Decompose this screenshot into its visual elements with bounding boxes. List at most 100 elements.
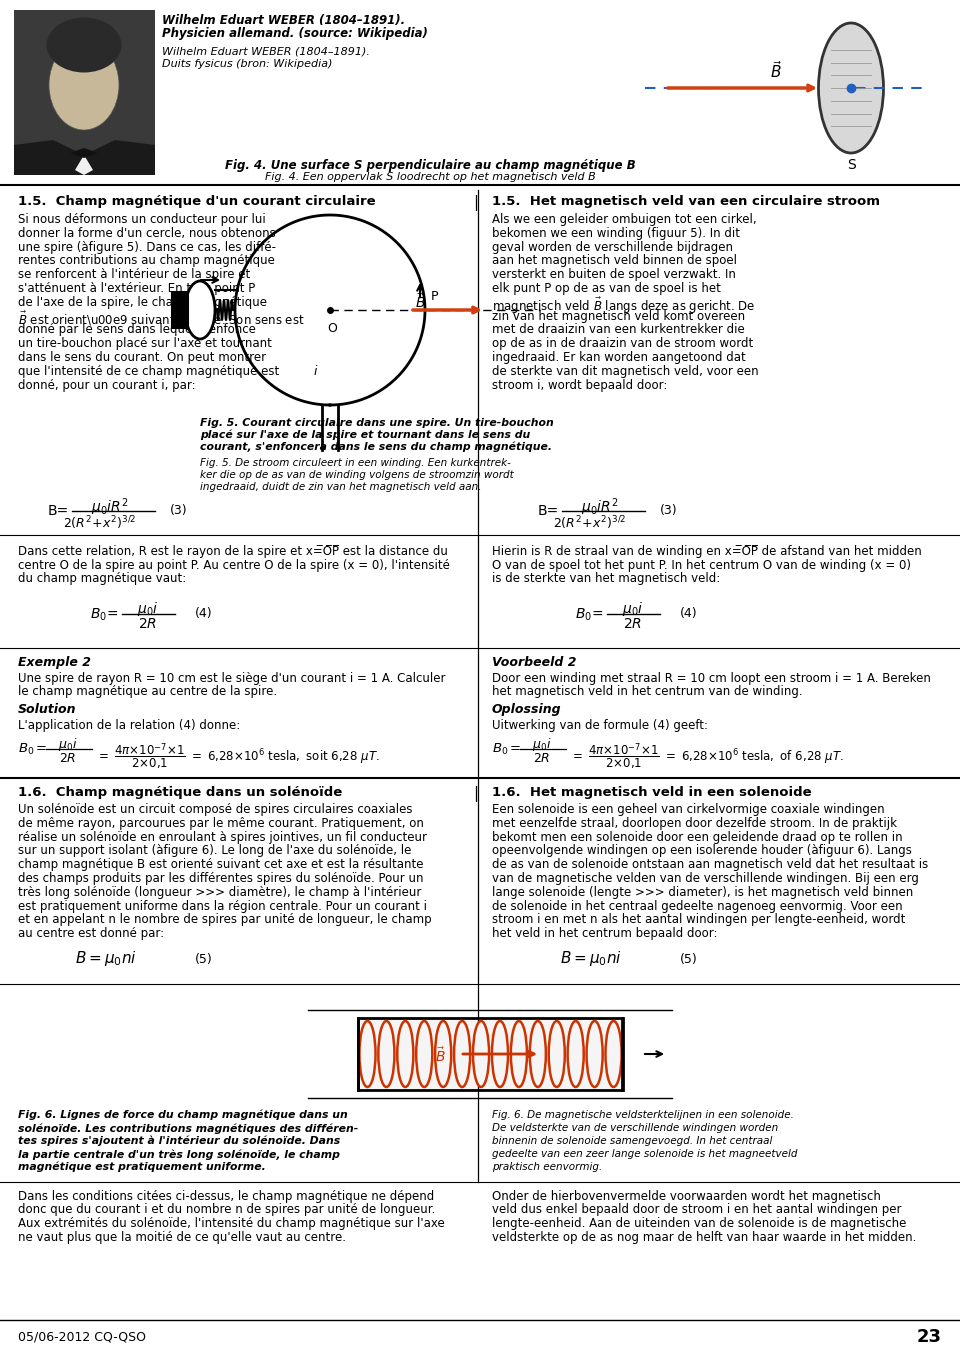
Bar: [172, 292, 188, 329]
Text: (3): (3): [660, 504, 678, 517]
Text: donné par le sens dans lequel s'enfonce: donné par le sens dans lequel s'enfonce: [18, 323, 256, 337]
Text: Exemple 2: Exemple 2: [18, 656, 91, 669]
Bar: [14, 10, 155, 175]
Text: placé sur l'axe de la spire et tournant dans le sens du: placé sur l'axe de la spire et tournant …: [200, 430, 530, 440]
Text: (5): (5): [195, 953, 213, 966]
Ellipse shape: [417, 1021, 432, 1086]
Text: $=\ \dfrac{4\pi{\times}10^{-7}{\times}1}{2{\times}0{,}1}\ =\ 6{,}28{\times}10^6\: $=\ \dfrac{4\pi{\times}10^{-7}{\times}1}…: [570, 741, 844, 773]
Text: Solution: Solution: [18, 703, 77, 716]
Text: (3): (3): [170, 504, 187, 517]
Text: s'atténuent à l'extérieur. En tout point P: s'atténuent à l'extérieur. En tout point…: [18, 282, 255, 295]
Text: praktisch eenvormig.: praktisch eenvormig.: [492, 1162, 602, 1172]
Text: $2R$: $2R$: [623, 617, 642, 631]
Text: $2R$: $2R$: [60, 752, 77, 765]
Text: gedeelte van een zeer lange solenoide is het magneetveld: gedeelte van een zeer lange solenoide is…: [492, 1149, 798, 1158]
Text: courant, s'enfoncera dans le sens du champ magnétique.: courant, s'enfoncera dans le sens du cha…: [200, 441, 552, 452]
Ellipse shape: [359, 1021, 375, 1086]
Text: $2(R^2\!+\!x^2)^{3/2}$: $2(R^2\!+\!x^2)^{3/2}$: [63, 513, 136, 531]
Text: Un solénoïde est un circuit composé de spires circulaires coaxiales: Un solénoïde est un circuit composé de s…: [18, 803, 413, 816]
Text: op de as in de draaizin van de stroom wordt: op de as in de draaizin van de stroom wo…: [492, 337, 754, 350]
Text: De veldsterkte van de verschillende windingen worden: De veldsterkte van de verschillende wind…: [492, 1123, 779, 1133]
Text: magnetisch veld $\vec{B}$ langs deze as gericht. De: magnetisch veld $\vec{B}$ langs deze as …: [492, 296, 756, 316]
Text: $\mu_0 i$: $\mu_0 i$: [622, 600, 644, 618]
Text: centre O de la spire au point P. Au centre O de la spire (x = 0), l'intensité: centre O de la spire au point P. Au cent…: [18, 558, 450, 572]
Ellipse shape: [397, 1021, 414, 1086]
Text: Wilhelm Eduart WEBER (1804–1891).: Wilhelm Eduart WEBER (1804–1891).: [162, 46, 370, 56]
Text: met de draaizin van een kurkentrekker die: met de draaizin van een kurkentrekker di…: [492, 323, 745, 337]
Text: B=: B=: [538, 504, 560, 517]
Ellipse shape: [549, 1021, 564, 1086]
Bar: [14, 10, 155, 175]
Text: $=\ \dfrac{4\pi{\times}10^{-7}{\times}1}{2{\times}0{,}1}\ =\ 6{,}28{\times}10^6\: $=\ \dfrac{4\pi{\times}10^{-7}{\times}1}…: [96, 741, 380, 773]
Text: (4): (4): [680, 607, 698, 621]
Text: S: S: [847, 158, 855, 172]
Ellipse shape: [511, 1021, 527, 1086]
Text: $\mu_0 iR^2$: $\mu_0 iR^2$: [91, 496, 129, 517]
Text: $B_0=$: $B_0=$: [492, 741, 521, 758]
Text: Onder de hierbovenvermelde voorwaarden wordt het magnetisch: Onder de hierbovenvermelde voorwaarden w…: [492, 1190, 881, 1203]
Ellipse shape: [378, 1021, 395, 1086]
Text: opeenvolgende windingen op een isolerende houder (àfiguur 6). Langs: opeenvolgende windingen op een isolerend…: [492, 845, 912, 857]
Ellipse shape: [819, 23, 883, 153]
Text: Fig. 5. De stroom circuleert in een winding. Een kurkentrek-: Fig. 5. De stroom circuleert in een wind…: [200, 458, 511, 469]
Ellipse shape: [492, 1021, 508, 1086]
Text: binnenin de solenoide samengevoegd. In het centraal: binnenin de solenoide samengevoegd. In h…: [492, 1137, 773, 1146]
Polygon shape: [70, 148, 98, 158]
Text: Fig. 4. Une surface S perpendiculaire au champ magnétique B: Fig. 4. Une surface S perpendiculaire au…: [225, 159, 636, 172]
Text: solénoïde. Les contributions magnétiques des différen-: solénoïde. Les contributions magnétiques…: [18, 1123, 358, 1134]
Text: $\mu_0 iR^2$: $\mu_0 iR^2$: [582, 496, 618, 517]
Text: est pratiquement uniforme dans la région centrale. Pour un courant i: est pratiquement uniforme dans la région…: [18, 899, 427, 913]
Text: que l'intensité de ce champ magnétique est: que l'intensité de ce champ magnétique e…: [18, 365, 279, 378]
Bar: [358, 1018, 623, 1090]
Text: Fig. 5. Courant circulaire dans une spire. Un tire-bouchon: Fig. 5. Courant circulaire dans une spir…: [200, 418, 554, 428]
Text: ingedraaid, duidt de zin van het magnetisch veld aan.: ingedraaid, duidt de zin van het magneti…: [200, 482, 482, 492]
Text: de solenoide in het centraal gedeelte nagenoeg eenvormig. Voor een: de solenoide in het centraal gedeelte na…: [492, 899, 902, 913]
Text: van de magnetische velden van de verschillende windingen. Bij een erg: van de magnetische velden van de verschi…: [492, 872, 919, 885]
Text: $B=\mu_0 ni$: $B=\mu_0 ni$: [560, 949, 622, 968]
Text: Fig. 6. De magnetische veldsterktelijnen in een solenoide.: Fig. 6. De magnetische veldsterktelijnen…: [492, 1109, 794, 1120]
Text: des champs produits par les différentes spires du solénoïde. Pour un: des champs produits par les différentes …: [18, 872, 423, 885]
Text: met eenzelfde straal, doorlopen door dezelfde stroom. In de praktijk: met eenzelfde straal, doorlopen door dez…: [492, 816, 897, 830]
Text: ingedraaid. Er kan worden aangetoond dat: ingedraaid. Er kan worden aangetoond dat: [492, 350, 746, 364]
Text: donc que du courant i et du nombre n de spires par unité de longueur.: donc que du courant i et du nombre n de …: [18, 1203, 436, 1217]
Text: donné, pour un courant i, par:: donné, pour un courant i, par:: [18, 379, 196, 391]
Text: tes spires s'ajoutent à l'intérieur du solénoïde. Dans: tes spires s'ajoutent à l'intérieur du s…: [18, 1137, 340, 1146]
Ellipse shape: [473, 1021, 489, 1086]
Text: |: |: [473, 786, 478, 803]
Ellipse shape: [530, 1021, 546, 1086]
Text: 1.5.  Het magnetisch veld van een circulaire stroom: 1.5. Het magnetisch veld van een circula…: [492, 196, 880, 208]
Text: elk punt P op de as van de spoel is het: elk punt P op de as van de spoel is het: [492, 282, 721, 295]
Text: $\vec{B}$ est orient\u00e9 suivant cet axe. Son sens est: $\vec{B}$ est orient\u00e9 suivant cet a…: [18, 310, 304, 327]
Text: Voorbeeld 2: Voorbeeld 2: [492, 656, 577, 669]
Text: zin van het magnetisch veld komt overeen: zin van het magnetisch veld komt overeen: [492, 310, 745, 323]
Text: is de sterkte van het magnetisch veld:: is de sterkte van het magnetisch veld:: [492, 572, 720, 585]
Text: bekomen we een winding (figuur 5). In dit: bekomen we een winding (figuur 5). In di…: [492, 227, 740, 240]
Text: $B_0=$: $B_0=$: [18, 741, 48, 758]
Text: het veld in het centrum bepaald door:: het veld in het centrum bepaald door:: [492, 928, 717, 940]
Text: Si nous déformons un conducteur pour lui: Si nous déformons un conducteur pour lui: [18, 213, 266, 225]
Text: Oplossing: Oplossing: [492, 703, 562, 716]
Text: de as van de solenoide ontstaan aan magnetisch veld dat het resultaat is: de as van de solenoide ontstaan aan magn…: [492, 858, 928, 872]
Text: donner la forme d'un cercle, nous obtenons: donner la forme d'un cercle, nous obteno…: [18, 227, 276, 240]
Text: et en appelant n le nombre de spires par unité de longueur, le champ: et en appelant n le nombre de spires par…: [18, 914, 432, 926]
Text: ker die op de as van de winding volgens de stroomzin wordt: ker die op de as van de winding volgens …: [200, 470, 514, 479]
Text: le champ magnétique au centre de la spire.: le champ magnétique au centre de la spir…: [18, 686, 277, 698]
Text: Dans les conditions citées ci-dessus, le champ magnétique ne dépend: Dans les conditions citées ci-dessus, le…: [18, 1190, 434, 1203]
Text: $2R$: $2R$: [138, 617, 157, 631]
Text: au centre est donné par:: au centre est donné par:: [18, 928, 164, 940]
Text: L'application de la relation (4) donne:: L'application de la relation (4) donne:: [18, 718, 240, 732]
Text: très long solénoïde (longueur >>> diamètre), le champ à l'intérieur: très long solénoïde (longueur >>> diamèt…: [18, 885, 421, 899]
Ellipse shape: [454, 1021, 470, 1086]
Text: O: O: [327, 322, 337, 335]
Text: de sterkte van dit magnetisch veld, voor een: de sterkte van dit magnetisch veld, voor…: [492, 365, 758, 378]
Text: aan het magnetisch veld binnen de spoel: aan het magnetisch veld binnen de spoel: [492, 254, 737, 268]
Text: veldsterkte op de as nog maar de helft van haar waarde in het midden.: veldsterkte op de as nog maar de helft v…: [492, 1230, 917, 1244]
Ellipse shape: [606, 1021, 621, 1086]
Text: |: |: [473, 196, 478, 210]
Text: het magnetisch veld in het centrum van de winding.: het magnetisch veld in het centrum van d…: [492, 686, 803, 698]
Text: lengte-eenheid. Aan de uiteinden van de solenoide is de magnetische: lengte-eenheid. Aan de uiteinden van de …: [492, 1217, 906, 1230]
Text: rentes contributions au champ magnétique: rentes contributions au champ magnétique: [18, 254, 275, 268]
Text: P: P: [431, 291, 439, 303]
Text: Physicien allemand. (source: Wikipedia): Physicien allemand. (source: Wikipedia): [162, 27, 428, 39]
Text: (5): (5): [680, 953, 698, 966]
